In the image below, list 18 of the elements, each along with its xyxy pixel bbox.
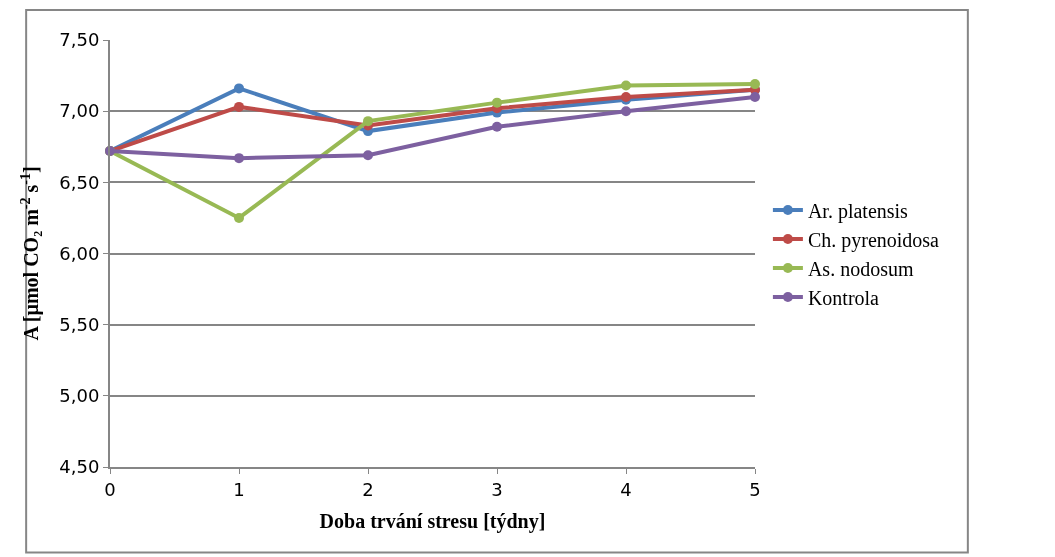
y-tick-label: 4,50 bbox=[59, 456, 100, 478]
y-tick-label: 6,00 bbox=[59, 242, 100, 264]
y-tick-label: 5,50 bbox=[59, 313, 100, 335]
x-tick-label: 1 bbox=[233, 478, 245, 500]
x-tick-label: 4 bbox=[620, 478, 632, 500]
x-tick-label: 0 bbox=[104, 478, 116, 500]
legend-label: Kontrola bbox=[807, 286, 880, 309]
x-axis-title: Doba trvání stresu [týdny] bbox=[319, 509, 546, 533]
legend-label: As. nodosum bbox=[807, 257, 914, 280]
y-tick-label: 7,50 bbox=[59, 29, 100, 51]
y-tick-label: 5,00 bbox=[59, 385, 100, 407]
y-tick-label: 7,00 bbox=[59, 100, 100, 122]
y-tick-label: 6,50 bbox=[59, 171, 100, 193]
x-tick-label: 3 bbox=[491, 478, 503, 500]
x-tick-label: 2 bbox=[362, 478, 374, 500]
legend-label: Ch. pyrenoidosa bbox=[807, 228, 940, 252]
x-tick-label: 5 bbox=[749, 478, 761, 500]
legend-label: Ar. platensis bbox=[807, 199, 909, 223]
